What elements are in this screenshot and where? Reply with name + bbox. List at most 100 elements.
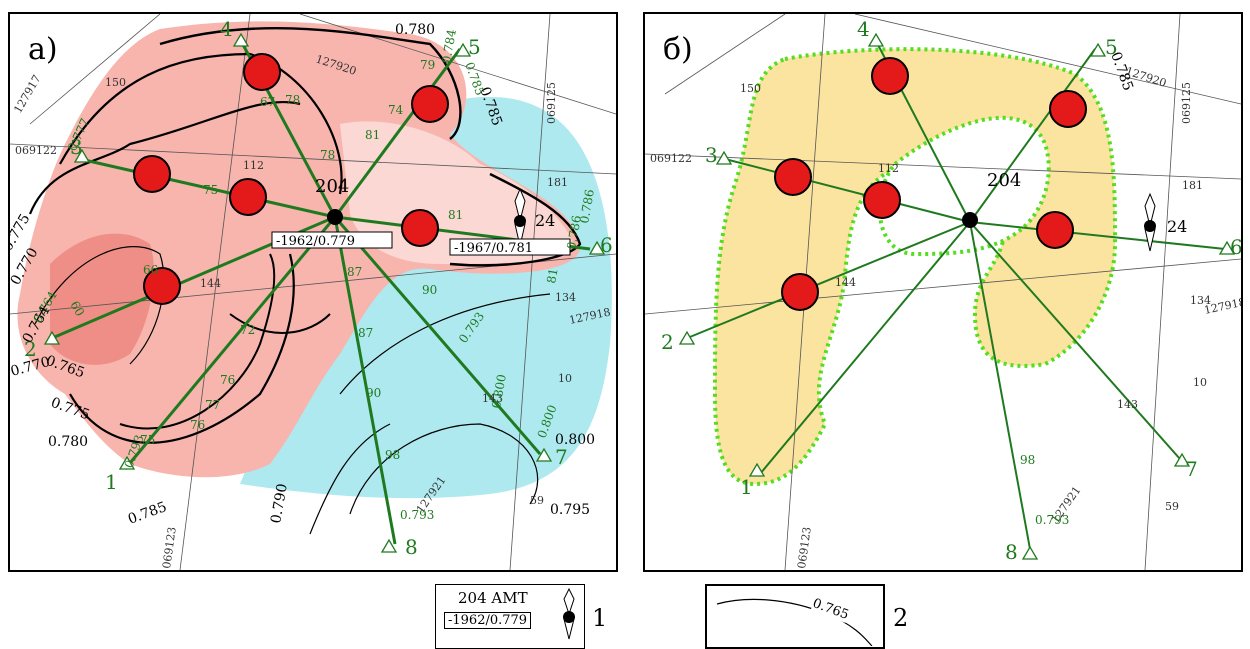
svg-text:144: 144 — [200, 277, 221, 290]
isolines — [28, 26, 582, 535]
stations-a — [133, 53, 449, 305]
svg-text:0.793: 0.793 — [1035, 513, 1069, 527]
svg-text:76: 76 — [220, 373, 235, 387]
svg-text:127917: 127917 — [11, 73, 43, 116]
svg-text:069125: 069125 — [545, 82, 558, 124]
profile-7-label: 7 — [555, 445, 568, 469]
svg-text:0.786: 0.786 — [577, 188, 597, 224]
svg-text:87: 87 — [347, 265, 362, 279]
svg-text:60: 60 — [67, 299, 87, 319]
svg-text:143: 143 — [1117, 398, 1138, 411]
svg-text:150: 150 — [740, 82, 761, 95]
station-b-right-number: 24 — [1167, 217, 1187, 236]
low-value-core — [50, 233, 154, 365]
svg-text:81: 81 — [544, 267, 560, 284]
svg-text:76: 76 — [190, 418, 205, 432]
profile-lines-b — [684, 38, 1226, 550]
svg-text:0.780: 0.780 — [48, 434, 88, 450]
svg-text:0.786: 0.786 — [564, 214, 584, 250]
svg-text:3: 3 — [705, 143, 718, 167]
svg-text:87: 87 — [358, 326, 373, 340]
stations-b — [774, 57, 1087, 311]
coordinate-grid — [10, 14, 616, 570]
profile-1-label: 1 — [105, 470, 118, 494]
profile-8-label: 8 — [405, 535, 418, 559]
svg-text:72: 72 — [240, 323, 255, 337]
svg-text:79: 79 — [420, 58, 435, 72]
profile-2-label: 2 — [24, 337, 37, 361]
svg-text:66: 66 — [143, 263, 158, 277]
svg-text:77: 77 — [205, 398, 220, 412]
svg-text:59: 59 — [1165, 500, 1179, 513]
svg-text:0.800: 0.800 — [489, 373, 509, 409]
right-station-dot — [514, 215, 526, 227]
right-station-dot-b — [1144, 220, 1156, 232]
svg-text:0.800: 0.800 — [555, 432, 595, 448]
svg-text:7: 7 — [1185, 457, 1198, 481]
value-box-a-right — [449, 238, 571, 256]
svg-text:0.793: 0.793 — [400, 508, 434, 522]
profile-lines-a — [49, 38, 591, 545]
svg-text:98: 98 — [385, 448, 400, 462]
svg-text:069122: 069122 — [650, 152, 692, 165]
panel-a-letter: а) — [28, 32, 58, 67]
legend-station-box: 204 AMT -1962/0.779 — [435, 584, 585, 649]
legend-item-1-number: 1 — [592, 604, 608, 632]
value-box-a — [271, 231, 393, 249]
svg-text:1: 1 — [740, 475, 753, 499]
svg-text:069125: 069125 — [1180, 82, 1193, 124]
svg-text:181: 181 — [547, 176, 568, 189]
svg-text:98: 98 — [1020, 453, 1035, 467]
profile-numbers-a: 1 2 3 4 5 6 7 8 — [24, 17, 613, 559]
station-a-number: 204 — [315, 176, 349, 197]
svg-text:0.784: 0.784 — [439, 28, 459, 65]
profile-5-label: 5 — [468, 35, 481, 59]
svg-text:144: 144 — [835, 276, 856, 289]
legend-station-label: 204 AMT — [458, 589, 528, 607]
profile-6-label: 6 — [600, 233, 613, 257]
legend-isoline-box: 0.765 — [705, 584, 885, 649]
svg-text:81: 81 — [448, 208, 463, 222]
panel-b-letter: б) — [663, 32, 693, 67]
map-panel-a: 1 2 3 4 5 6 7 8 204 -1962/0.779 24 -1967… — [8, 12, 618, 572]
svg-text:4: 4 — [857, 17, 870, 41]
svg-text:0.790: 0.790 — [268, 482, 291, 524]
svg-text:0.780: 0.780 — [395, 22, 435, 38]
svg-text:78: 78 — [320, 148, 335, 162]
map-b-canvas: 1 2 3 4 5 6 7 8 204 24 127920 069125 069… — [645, 14, 1241, 570]
profile-4-label: 4 — [220, 17, 233, 41]
amt-station-legend-icon — [563, 587, 575, 640]
central-station-b — [962, 212, 978, 228]
svg-text:069123: 069123 — [160, 526, 179, 569]
legend-station-value: -1962/0.779 — [444, 612, 532, 629]
svg-text:0.795: 0.795 — [550, 502, 590, 518]
station-a-right-number: 24 — [535, 211, 555, 230]
legend-item-2-number: 2 — [893, 604, 909, 632]
svg-text:069122: 069122 — [15, 144, 57, 157]
svg-text:90: 90 — [422, 283, 437, 297]
svg-text:81: 81 — [365, 128, 380, 142]
svg-text:59: 59 — [530, 494, 544, 507]
svg-text:6: 6 — [1230, 235, 1241, 259]
svg-text:143: 143 — [482, 392, 503, 405]
central-station-a — [327, 209, 343, 225]
profile-ends-b — [678, 32, 1236, 560]
svg-text:112: 112 — [243, 159, 264, 172]
profile-ends-a — [43, 32, 606, 553]
svg-text:75: 75 — [203, 183, 218, 197]
svg-text:10: 10 — [558, 372, 572, 385]
svg-text:0.785: 0.785 — [126, 499, 169, 528]
svg-text:2: 2 — [661, 330, 674, 354]
svg-text:150: 150 — [105, 76, 126, 89]
value-box-a-text: -1962/0.779 — [276, 234, 355, 249]
svg-text:5: 5 — [1105, 35, 1118, 59]
svg-text:069123: 069123 — [795, 526, 814, 569]
svg-text:10: 10 — [1193, 376, 1207, 389]
svg-text:75: 75 — [140, 433, 155, 447]
profile-3-label: 3 — [70, 135, 83, 159]
svg-text:90: 90 — [366, 386, 381, 400]
map-a-canvas: 1 2 3 4 5 6 7 8 204 -1962/0.779 24 -1967… — [10, 14, 616, 570]
svg-text:78: 78 — [285, 93, 300, 107]
svg-text:8: 8 — [1005, 540, 1018, 564]
svg-text:181: 181 — [1182, 179, 1203, 192]
